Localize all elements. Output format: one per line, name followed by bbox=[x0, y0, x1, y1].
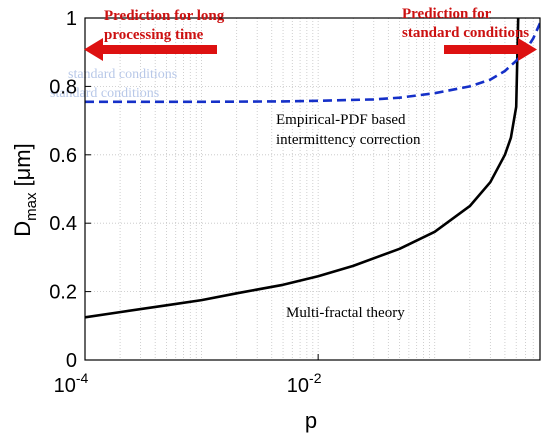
right-annotation-line1: Prediction for bbox=[402, 6, 492, 22]
y-tick-label: 0.8 bbox=[49, 76, 77, 98]
y-tick-label: 1 bbox=[66, 8, 77, 30]
ticks: 0 0.2 0.4 0.6 0.8 1 10-4 10-2 bbox=[49, 8, 322, 397]
left-red-arrow bbox=[84, 38, 217, 61]
left-annotation-line2: processing time bbox=[104, 27, 204, 43]
ghost-text-1: standard conditions bbox=[68, 67, 177, 82]
dashed-curve-label-line2: intermittency correction bbox=[276, 132, 421, 148]
solid-curve-label: Multi-fractal theory bbox=[286, 305, 405, 321]
ghost-text-2: standard conditions bbox=[50, 86, 159, 101]
dashed-curve-label-line1: Empirical-PDF based bbox=[276, 112, 406, 128]
plot-frame bbox=[84, 17, 541, 361]
x-tick-label: 10-2 bbox=[287, 370, 322, 397]
y-axis-label: Dmax [μm] bbox=[10, 143, 40, 236]
y-tick-label: 0.2 bbox=[49, 282, 77, 304]
y-axis-label-unit: [μm] bbox=[10, 143, 35, 186]
left-annotation-line1: Prediction for long bbox=[104, 8, 225, 24]
right-red-arrow bbox=[444, 38, 537, 61]
x-tick-label: 10-4 bbox=[54, 370, 89, 397]
x-axis-label: p bbox=[305, 408, 317, 433]
series-multifractal-line bbox=[85, 18, 520, 319]
y-tick-label: 0.4 bbox=[49, 213, 77, 235]
y-axis-label-main: D bbox=[10, 221, 35, 237]
right-annotation-line2: standard conditions bbox=[402, 25, 529, 41]
svg-text:Dmax[μm]: Dmax [μm] bbox=[10, 143, 40, 236]
y-axis-label-sub: max bbox=[23, 192, 40, 221]
y-tick-label: 0.6 bbox=[49, 145, 77, 167]
y-tick-label: 0 bbox=[66, 350, 77, 372]
